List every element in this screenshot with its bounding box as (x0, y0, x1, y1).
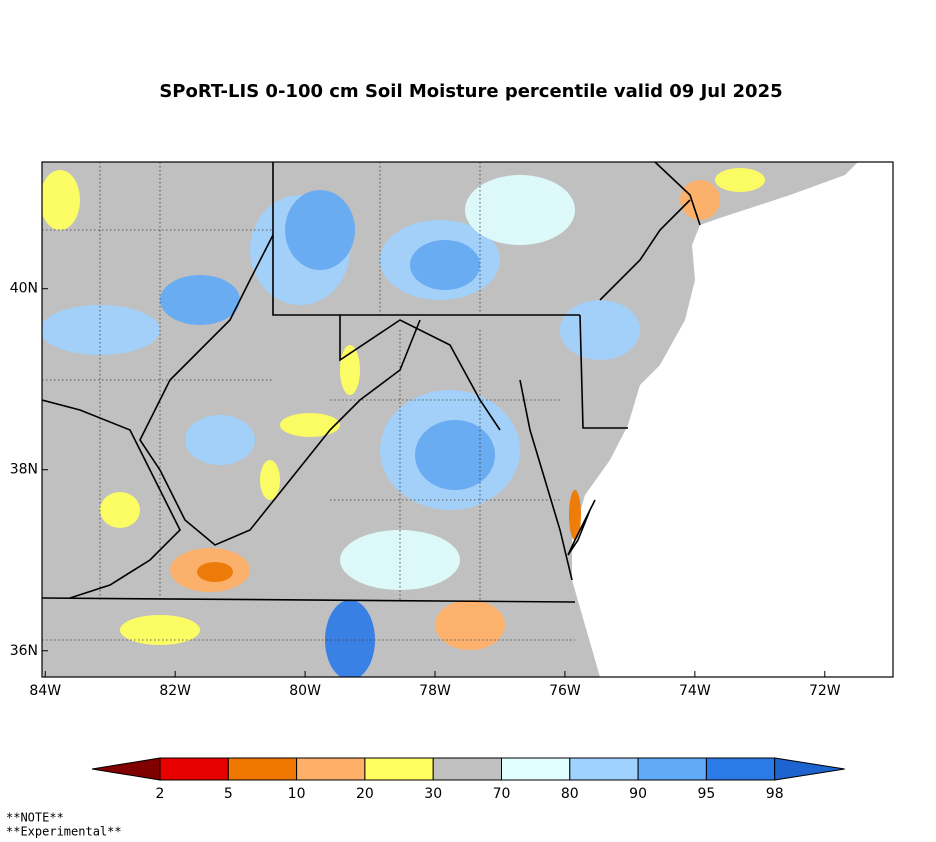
axes: 84W 82W 80W 78W 76W 74W 72W 36N 38N 40N (10, 281, 841, 699)
title: SPoRT-LIS 0-100 cm Soil Moisture percent… (159, 81, 782, 102)
moisture-wet (42, 175, 640, 677)
colorbar-label: 20 (356, 786, 374, 802)
x-tick-label: 76W (549, 683, 581, 699)
note: **NOTE** (6, 811, 64, 825)
colorbar-label: 30 (424, 786, 442, 802)
x-tick-label: 80W (289, 683, 321, 699)
y-tick-label: 36N (10, 643, 38, 659)
colorbar-label: 90 (629, 786, 647, 802)
colorbar-box (501, 757, 571, 781)
colorbar-box (364, 757, 434, 781)
colorbar-box (296, 757, 366, 781)
x-tick-label: 78W (419, 683, 451, 699)
colorbar-end (91, 757, 161, 781)
map-frame (41, 161, 894, 678)
colorbar-label: 5 (224, 786, 233, 802)
colorbar-box (227, 757, 298, 781)
bay (567, 499, 596, 556)
colorbar-label: 95 (697, 786, 715, 802)
colorbar-box (432, 757, 503, 781)
colorbar-label: 98 (766, 786, 784, 802)
note: **Experimental** (6, 825, 122, 839)
colorbar-end (774, 757, 845, 781)
colorbar: 2 5 10 20 30 70 80 90 95 98 (91, 757, 845, 802)
x-tick-label: 82W (159, 683, 191, 699)
state-borders (42, 162, 701, 603)
y-tick-label: 40N (10, 281, 38, 297)
x-tick-label: 84W (29, 683, 61, 699)
county-lines (42, 162, 575, 641)
colorbar-box (159, 757, 229, 781)
colorbar-box (637, 757, 707, 781)
colorbar-label: 2 (156, 786, 165, 802)
x-tick-label: 74W (679, 683, 711, 699)
moisture-dry (42, 168, 765, 650)
colorbar-label: 70 (493, 786, 511, 802)
colorbar-box (569, 757, 639, 781)
colorbar-box (705, 757, 776, 781)
colorbar-label: 10 (288, 786, 306, 802)
map (42, 162, 893, 677)
x-tick-label: 72W (809, 683, 841, 699)
y-tick-label: 38N (10, 462, 38, 478)
colorbar-label: 80 (561, 786, 579, 802)
